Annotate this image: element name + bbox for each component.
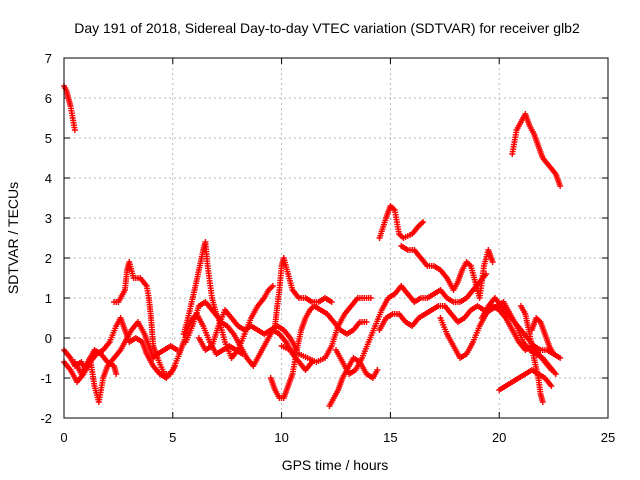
- series-arc-13: [278, 295, 374, 365]
- series-arc-1: [61, 83, 78, 133]
- data-point: [328, 299, 335, 305]
- y-tick-label: 6: [45, 91, 52, 106]
- series-arc-21: [517, 303, 546, 405]
- data-point: [113, 371, 120, 377]
- series-arc-15: [333, 271, 490, 377]
- data-point: [420, 219, 427, 225]
- data-point: [71, 127, 78, 133]
- x-tick-label: 0: [60, 430, 67, 445]
- series-arc-12: [272, 255, 335, 329]
- x-tick-label: 15: [383, 430, 397, 445]
- data-point: [557, 183, 564, 189]
- series-arc-16: [376, 299, 559, 377]
- axis-ticks: [63, 57, 609, 419]
- data-point: [548, 367, 555, 373]
- series-arc-14: [326, 355, 381, 409]
- data-point: [552, 371, 559, 377]
- x-axis-label: GPS time / hours: [282, 457, 389, 473]
- series-arc-6: [71, 347, 120, 377]
- y-tick-label: -1: [40, 371, 52, 386]
- x-tick-label: 20: [492, 430, 506, 445]
- series-arc-19: [478, 295, 564, 361]
- data-point: [174, 347, 181, 353]
- y-tick-label: 4: [45, 171, 52, 186]
- y-tick-label: 1: [45, 291, 52, 306]
- x-tick-label: 25: [601, 430, 615, 445]
- series-arc-18: [437, 303, 555, 373]
- series-arc-2: [509, 111, 564, 189]
- series-arc-17: [398, 243, 496, 301]
- y-tick-label: 2: [45, 251, 52, 266]
- data-point: [550, 351, 557, 357]
- y-tick-label: 0: [45, 331, 52, 346]
- series-arc-11: [267, 303, 370, 401]
- series-arc-22: [528, 315, 557, 357]
- y-tick-label: -2: [40, 411, 52, 426]
- data-point: [374, 367, 381, 373]
- data-point: [363, 319, 370, 325]
- data-point: [171, 363, 178, 369]
- series-arc-10: [195, 307, 300, 353]
- data-point: [269, 283, 276, 289]
- data-point: [367, 295, 374, 301]
- y-tick-label: 3: [45, 211, 52, 226]
- x-tick-label: 10: [274, 430, 288, 445]
- y-axis-label: SDTVAR / TECUs: [5, 182, 21, 294]
- grid: [64, 58, 608, 418]
- y-tick-label: 5: [45, 131, 52, 146]
- data-point: [557, 355, 564, 361]
- x-tick-label: 5: [169, 430, 176, 445]
- series-arc-20: [496, 367, 555, 393]
- plot-frame: [63, 57, 609, 419]
- data-point: [489, 259, 496, 265]
- x-tick-labels: 0 5 10 15 20 25: [60, 430, 615, 445]
- series-arc-4: [61, 311, 246, 385]
- data-point: [548, 383, 555, 389]
- y-tick-labels: -2 -1 0 1 2 3 4 5 6 7: [40, 51, 52, 426]
- data-series: [61, 83, 564, 409]
- series-arc-3: [376, 203, 427, 241]
- series-arc-7: [111, 259, 178, 377]
- data-point: [539, 399, 546, 405]
- y-tick-label: 7: [45, 51, 52, 66]
- chart-title: Day 191 of 2018, Sidereal Day-to-day VTE…: [74, 20, 580, 36]
